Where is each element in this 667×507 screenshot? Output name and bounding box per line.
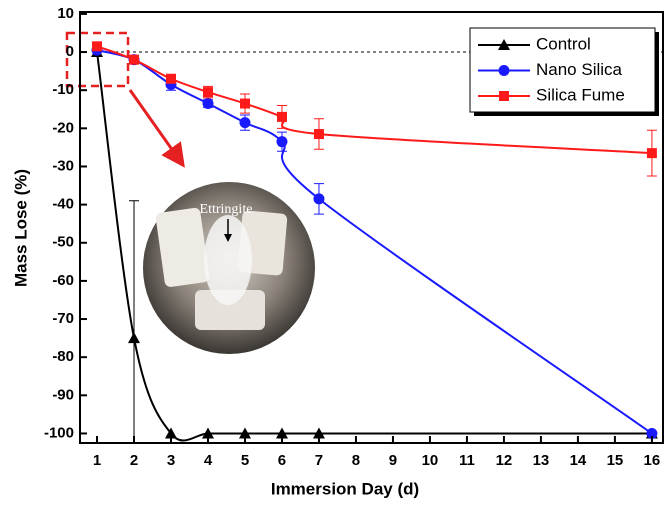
x-tick-label: 9 [389, 452, 397, 469]
x-tick-label: 8 [352, 452, 360, 469]
marker [312, 427, 325, 439]
marker [275, 427, 288, 439]
x-axis-label: Immersion Day (d) [271, 479, 419, 498]
x-tick-label: 16 [644, 452, 661, 469]
legend: Control Nano Silica Silica Fume [469, 27, 659, 116]
legend-label: Silica Fume [536, 85, 625, 104]
series-line [96, 51, 652, 442]
x-tick-label: 4 [204, 452, 213, 469]
x-tick-label: 5 [241, 452, 249, 469]
series-line [96, 49, 653, 435]
y-tick-label: -20 [52, 119, 74, 136]
marker [165, 427, 178, 439]
marker [239, 98, 250, 109]
x-tick-label: 1 [93, 452, 101, 469]
x-tick-label: 15 [607, 452, 624, 469]
x-tick-label: 6 [278, 452, 286, 469]
plot-area [91, 41, 663, 443]
marker [313, 129, 324, 140]
highlight-box [65, 31, 130, 88]
y-tick-label: -70 [52, 310, 74, 327]
marker [202, 98, 214, 110]
marker [276, 136, 288, 148]
plot-frame [79, 11, 664, 444]
marker [129, 54, 140, 65]
marker [646, 427, 658, 439]
marker [276, 111, 287, 122]
y-axis-label: Mass Lose (%) [11, 169, 30, 287]
y-tick-label: -10 [52, 81, 74, 98]
y-tick-label: -50 [52, 234, 74, 251]
y-tick-label: -100 [44, 424, 74, 441]
marker [202, 87, 213, 98]
x-tick-label: 12 [496, 452, 513, 469]
y-tick-label: -80 [52, 348, 74, 365]
inset-label: Ettringite [200, 202, 253, 217]
marker [92, 41, 103, 52]
marker [201, 427, 214, 439]
x-tick-label: 7 [315, 452, 323, 469]
y-tick-label: -30 [52, 157, 74, 174]
y-tick-label: 10 [57, 5, 74, 22]
marker [166, 73, 177, 84]
legend-marker [498, 65, 510, 76]
legend-marker [499, 91, 509, 101]
x-tick-label: 11 [459, 452, 475, 469]
highlight-arrow [128, 89, 185, 168]
marker [238, 427, 251, 439]
y-tick-label: -90 [52, 386, 74, 403]
x-tick-label: 3 [167, 452, 175, 469]
y-tick-label: -60 [52, 272, 74, 289]
marker [128, 332, 141, 344]
legend-label: Nano Silica [536, 60, 623, 79]
legend-label: Control [536, 34, 591, 53]
legend-marker [498, 39, 510, 50]
x-tick-label: 2 [130, 452, 138, 469]
y-tick-label: -40 [52, 196, 74, 213]
y-tick-label: 0 [66, 43, 74, 60]
x-tick-label: 10 [422, 452, 439, 469]
inset-photo: Ettringite [143, 182, 315, 354]
marker [646, 148, 657, 159]
x-tick-label: 13 [533, 452, 550, 469]
x-tick-label: 14 [570, 452, 587, 469]
marker [313, 193, 325, 205]
marker [239, 117, 251, 129]
